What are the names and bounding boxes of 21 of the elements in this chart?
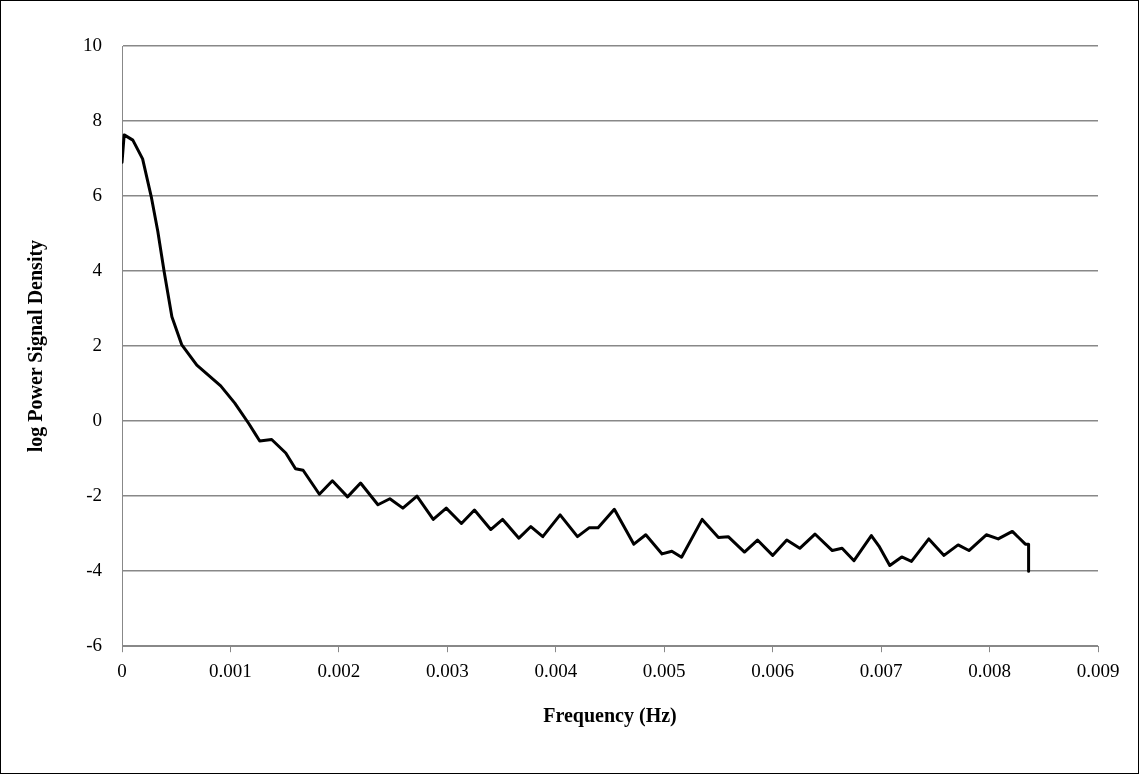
x-tick-label: 0.005 — [642, 659, 686, 681]
y-tick-label: 6 — [92, 184, 102, 206]
y-tick-label: 2 — [92, 334, 102, 356]
y-axis-title: log Power Signal Density — [24, 239, 48, 453]
y-tick-label: 10 — [83, 33, 102, 55]
y-tick-label: 0 — [92, 409, 102, 431]
x-tick-label: 0.004 — [534, 659, 578, 681]
x-tick-label: 0 — [117, 659, 127, 681]
x-tick-label: 0.002 — [317, 659, 361, 681]
y-tick-label: -6 — [86, 634, 102, 656]
y-tick-label: 4 — [92, 259, 103, 281]
x-tick-label: 0.003 — [425, 659, 469, 681]
x-tick-label: 0.007 — [859, 659, 903, 681]
y-tick-label: 8 — [92, 109, 102, 131]
x-tick-label: 0.006 — [751, 659, 795, 681]
y-tick-label: -2 — [86, 484, 102, 506]
x-tick-label: 0.009 — [1076, 659, 1120, 681]
y-tick-label: -4 — [86, 559, 103, 581]
x-axis-title: Frequency (Hz) — [543, 704, 677, 728]
x-tick-label: 0.008 — [968, 659, 1011, 681]
x-tick-label: 0.001 — [209, 659, 252, 681]
